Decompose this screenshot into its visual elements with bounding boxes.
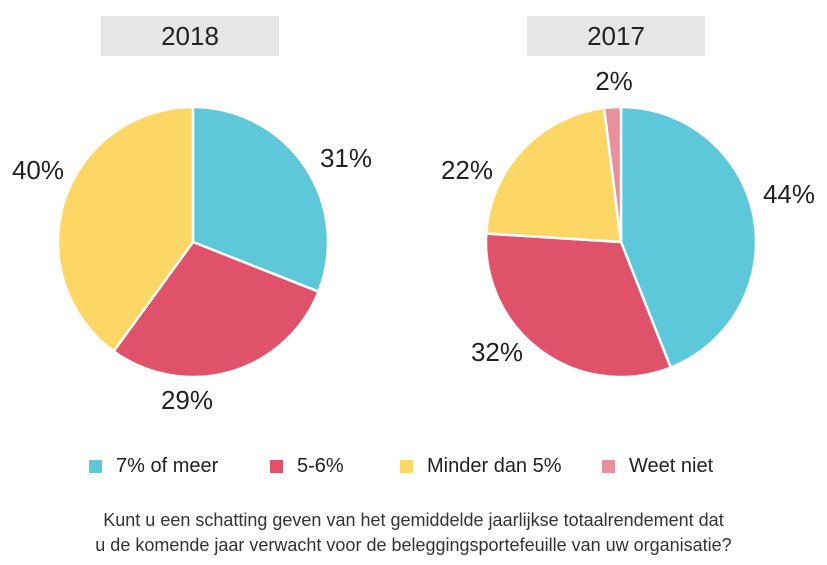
legend-swatch xyxy=(89,460,102,473)
pie-2018-slice-0 xyxy=(191,105,330,293)
legend-label: Minder dan 5% xyxy=(427,455,562,477)
legend-label: 7% of meer xyxy=(116,455,219,477)
question-line-2: u de komende jaar verwacht voor de beleg… xyxy=(95,535,732,555)
legend-swatch xyxy=(270,460,283,473)
legend-item-7pct-of-meer: 7% of meer xyxy=(89,455,218,478)
pie-2018-label-1: 29% xyxy=(161,385,213,415)
legend-label: 5-6% xyxy=(297,455,344,477)
question-line-1: Kunt u een schatting geven van het gemid… xyxy=(103,510,724,530)
pie-2017-label-1: 32% xyxy=(471,337,523,367)
pie-2018-slice-2 xyxy=(56,105,195,353)
chart-title-2018: 2018 xyxy=(101,16,279,56)
legend-swatch xyxy=(400,460,413,473)
pie-2017-slice-3 xyxy=(602,105,623,244)
pie-2017-slice-2 xyxy=(485,106,623,244)
pie-2018-label-2: 40% xyxy=(12,155,64,185)
legend-label: Weet niet xyxy=(629,455,714,477)
legend-item-minder-dan-5pct: Minder dan 5% xyxy=(400,455,562,478)
legend-item-5-6pct: 5-6% xyxy=(270,455,344,478)
pie-2017-slice-0 xyxy=(619,105,758,369)
legend-item-weet-niet: Weet niet xyxy=(602,455,713,478)
survey-question: Kunt u een schatting geven van het gemid… xyxy=(0,508,827,558)
legend: 7% of meer 5-6% Minder dan 5% Weet niet xyxy=(0,455,827,479)
pie-charts: 31% 29% 40% 44% 32% 22% 2% xyxy=(12,66,815,415)
chart-title-2017: 2017 xyxy=(527,16,705,56)
pie-2018-label-0: 31% xyxy=(320,143,372,173)
pie-2018-slice-1 xyxy=(112,240,320,379)
pie-2017-slice-1 xyxy=(484,232,672,379)
pie-2017-label-3: 2% xyxy=(595,66,633,96)
legend-swatch xyxy=(602,460,615,473)
pie-2017-label-0: 44% xyxy=(763,179,815,209)
pie-2017-label-2: 22% xyxy=(441,155,493,185)
